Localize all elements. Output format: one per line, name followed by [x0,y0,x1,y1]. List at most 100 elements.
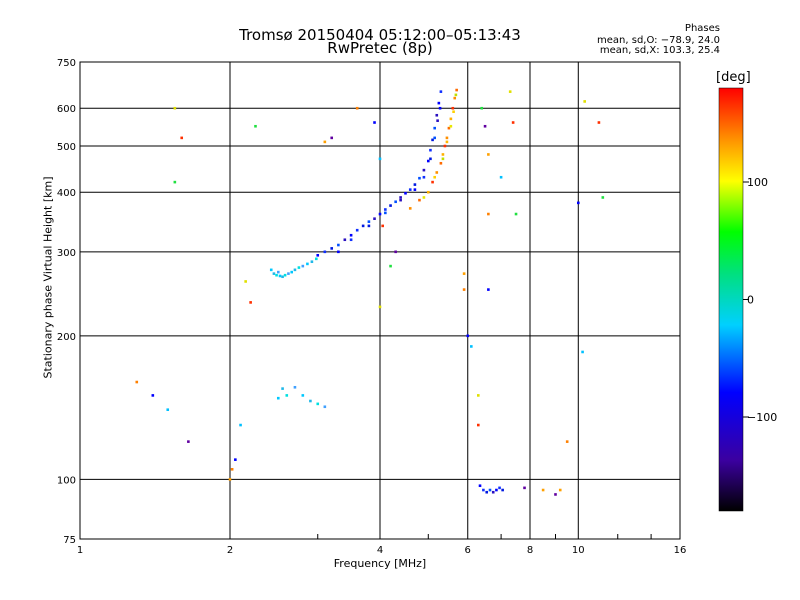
data-point [426,159,430,163]
data-point [455,88,458,92]
y-tick-label: 300 [57,248,76,259]
data-point [418,176,421,180]
data-point [499,175,503,179]
data-point [433,136,436,140]
chart-subtitle: RwPretec (8p) [327,39,433,57]
data-point [441,153,445,156]
data-point [581,350,584,354]
data-point [418,198,421,202]
data-point [449,124,453,128]
data-point [323,250,327,254]
data-point [285,394,289,397]
data-point [487,288,490,291]
data-point [477,394,480,397]
data-point [443,144,447,148]
data-point [422,175,426,179]
data-point [565,440,569,443]
data-point [498,486,501,490]
data-point [249,301,252,304]
data-point [483,124,487,128]
data-point [451,106,455,110]
y-tick-label: 400 [57,188,76,199]
data-point [228,478,232,481]
data-point [399,198,402,202]
data-point [431,138,434,142]
y-tick-labels: 75 100 200 300 400 500 600 750 [57,58,76,546]
data-point [389,204,392,207]
x-axis-label: Frequency [MHz] [333,557,427,570]
data-point [378,212,382,216]
data-point [151,394,155,397]
data-point [437,101,441,105]
data-point [478,484,482,488]
data-point [470,345,473,348]
data-point [389,264,392,268]
grid-lines [80,62,680,539]
data-point [330,247,334,250]
data-point [135,380,139,384]
data-point [381,224,384,228]
data-point [433,175,436,179]
data-point [601,196,605,199]
data-point [323,405,327,409]
x-tick-label: 6 [465,545,471,556]
data-point [487,153,490,156]
phases-o-stats: mean, sd,O: −78.9, 24.0 [597,35,720,46]
data-point [399,196,402,199]
data-point [422,168,426,172]
y-tick-label: 100 [57,475,76,486]
data-point [306,262,309,266]
data-point [180,136,184,140]
data-point [378,157,382,161]
data-point [435,171,439,174]
data-point [234,458,237,461]
data-point [480,106,484,110]
data-point [466,334,470,338]
data-point [290,270,294,274]
data-point [173,180,177,184]
data-point [316,253,320,257]
data-point [239,423,242,427]
data-point [281,387,284,390]
data-point [323,140,327,144]
data-point [431,180,434,184]
data-point [541,488,545,492]
data-point [275,273,278,277]
colorbar-tick-label: −100 [747,411,777,424]
data-point [355,106,359,110]
y-tick-label: 500 [57,142,76,153]
data-point [445,136,449,140]
data-point [278,274,282,278]
data-point [583,100,586,103]
data-point [384,211,387,215]
data-point [454,93,458,97]
data-point [404,191,407,195]
data-point [439,161,443,165]
colorbar-tick-label: 0 [747,294,754,307]
data-point [166,408,170,412]
phases-label: Phases [684,23,720,34]
chart-title: Tromsø 20150404 05:12:00–05:13:43 [239,26,521,44]
data-point [373,217,376,221]
data-point [408,188,412,191]
data-point [269,268,273,272]
data-point [429,157,432,161]
data-point [361,224,365,228]
x-tick-label: 16 [674,545,687,556]
data-point [283,273,287,277]
data-point [501,488,504,492]
data-point [482,488,485,492]
data-point [287,272,290,275]
data-point [576,201,580,205]
colorbar-ticks: 100 0 −100 [743,176,777,424]
data-point [378,305,382,309]
data-point [316,402,320,406]
data-point [349,238,353,242]
data-point [408,207,412,210]
data-point [558,488,562,492]
colorbar-tick-label: 100 [747,176,768,189]
x-tick-label: 2 [227,545,233,556]
x-tick-label: 1 [77,545,83,556]
data-point [301,394,305,397]
data-point [447,126,451,130]
